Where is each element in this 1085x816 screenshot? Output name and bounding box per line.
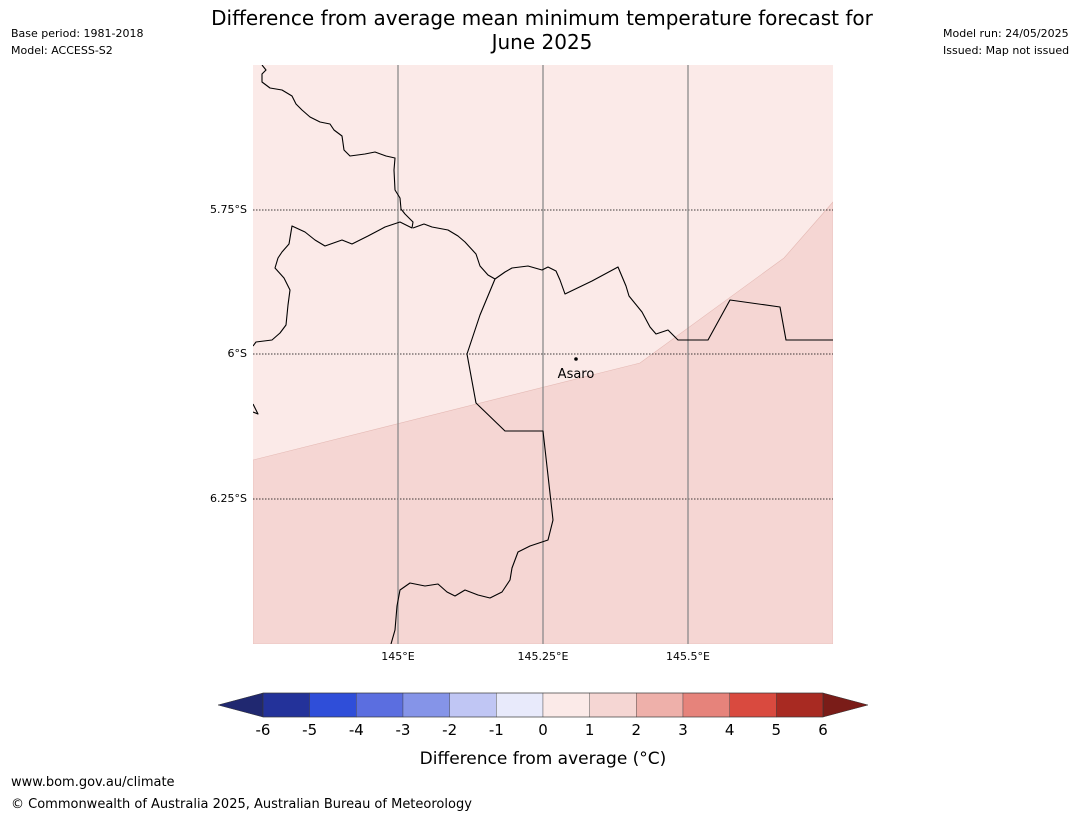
boundary-west-fragment [253, 403, 259, 415]
lon-label: 145°E [381, 650, 414, 663]
boundaries [253, 65, 833, 644]
colorbar-cell [262, 692, 310, 718]
issued-text: Issued: Map not issued [943, 44, 1070, 57]
model-text: Model: ACCESS-S2 [11, 44, 113, 57]
colorbar-cell [402, 692, 450, 718]
colorbar-tick-label: -1 [489, 721, 504, 739]
lon-label: 145.25°E [518, 650, 569, 663]
boundary-south [390, 278, 554, 644]
colorbar-tick-label: 6 [818, 721, 828, 739]
colorbar-cell [776, 692, 824, 718]
graticule [253, 65, 833, 644]
colorbar-tick-label: -2 [442, 721, 457, 739]
base-period-text: Base period: 1981-2018 [11, 27, 144, 40]
colorbar-cell [636, 692, 684, 718]
lat-label: 6°S [228, 347, 247, 360]
colorbar-tick-label: -6 [256, 721, 271, 739]
colorbar-cell [682, 692, 730, 718]
colorbar-tick-label: 1 [585, 721, 595, 739]
colorbar-cell [589, 692, 637, 718]
footer: www.bom.gov.au/climate © Commonwealth of… [11, 772, 472, 816]
map-title: Difference from average mean minimum tem… [211, 6, 873, 54]
colorbar-tick-label: -3 [396, 721, 411, 739]
header-meta-left: Base period: 1981-2018 Model: ACCESS-S2 [11, 25, 143, 59]
boundary-north [253, 65, 414, 347]
colorbar-tick-label: 4 [725, 721, 735, 739]
colorbar-extend-high [822, 692, 869, 718]
footer-copyright: © Commonwealth of Australia 2025, Austra… [11, 797, 472, 812]
colorbar-cells [262, 692, 824, 718]
model-run-text: Model run: 24/05/2025 [943, 27, 1069, 40]
colorbar-cell [542, 692, 590, 718]
colorbar-extend-low [217, 692, 264, 718]
colorbar-outline [262, 692, 824, 718]
place-marker [574, 357, 578, 361]
colorbar-ticks: -6 -5 -4 -3 -2 -1 0 1 2 3 4 5 6 [256, 721, 828, 739]
colorbar-tick-label: 0 [538, 721, 548, 739]
colorbar-cell [729, 692, 777, 718]
colorbar-tick-label: -4 [349, 721, 364, 739]
lat-label: 6.25°S [210, 492, 247, 505]
colorbar-cell [356, 692, 404, 718]
lat-label: 5.75°S [210, 203, 247, 216]
boundary-center [412, 223, 833, 341]
colorbar-tick-label: 2 [632, 721, 642, 739]
colorbar-tick-label: 3 [678, 721, 688, 739]
lon-label: 145.5°E [666, 650, 710, 663]
colorbar-tick-label: -5 [302, 721, 317, 739]
place-label: Asaro [558, 367, 595, 382]
colorbar-cell [309, 692, 357, 718]
colorbar-tick-label: 5 [772, 721, 782, 739]
footer-url: www.bom.gov.au/climate [11, 775, 175, 790]
colorbar: -6 -5 -4 -3 -2 -1 0 1 2 3 4 5 6 [217, 692, 869, 739]
colorbar-label: Difference from average (°C) [420, 749, 667, 769]
colorbar-cell [496, 692, 544, 718]
colorbar-cell [449, 692, 497, 718]
header-meta-right: Model run: 24/05/2025 Issued: Map not is… [943, 25, 1069, 59]
